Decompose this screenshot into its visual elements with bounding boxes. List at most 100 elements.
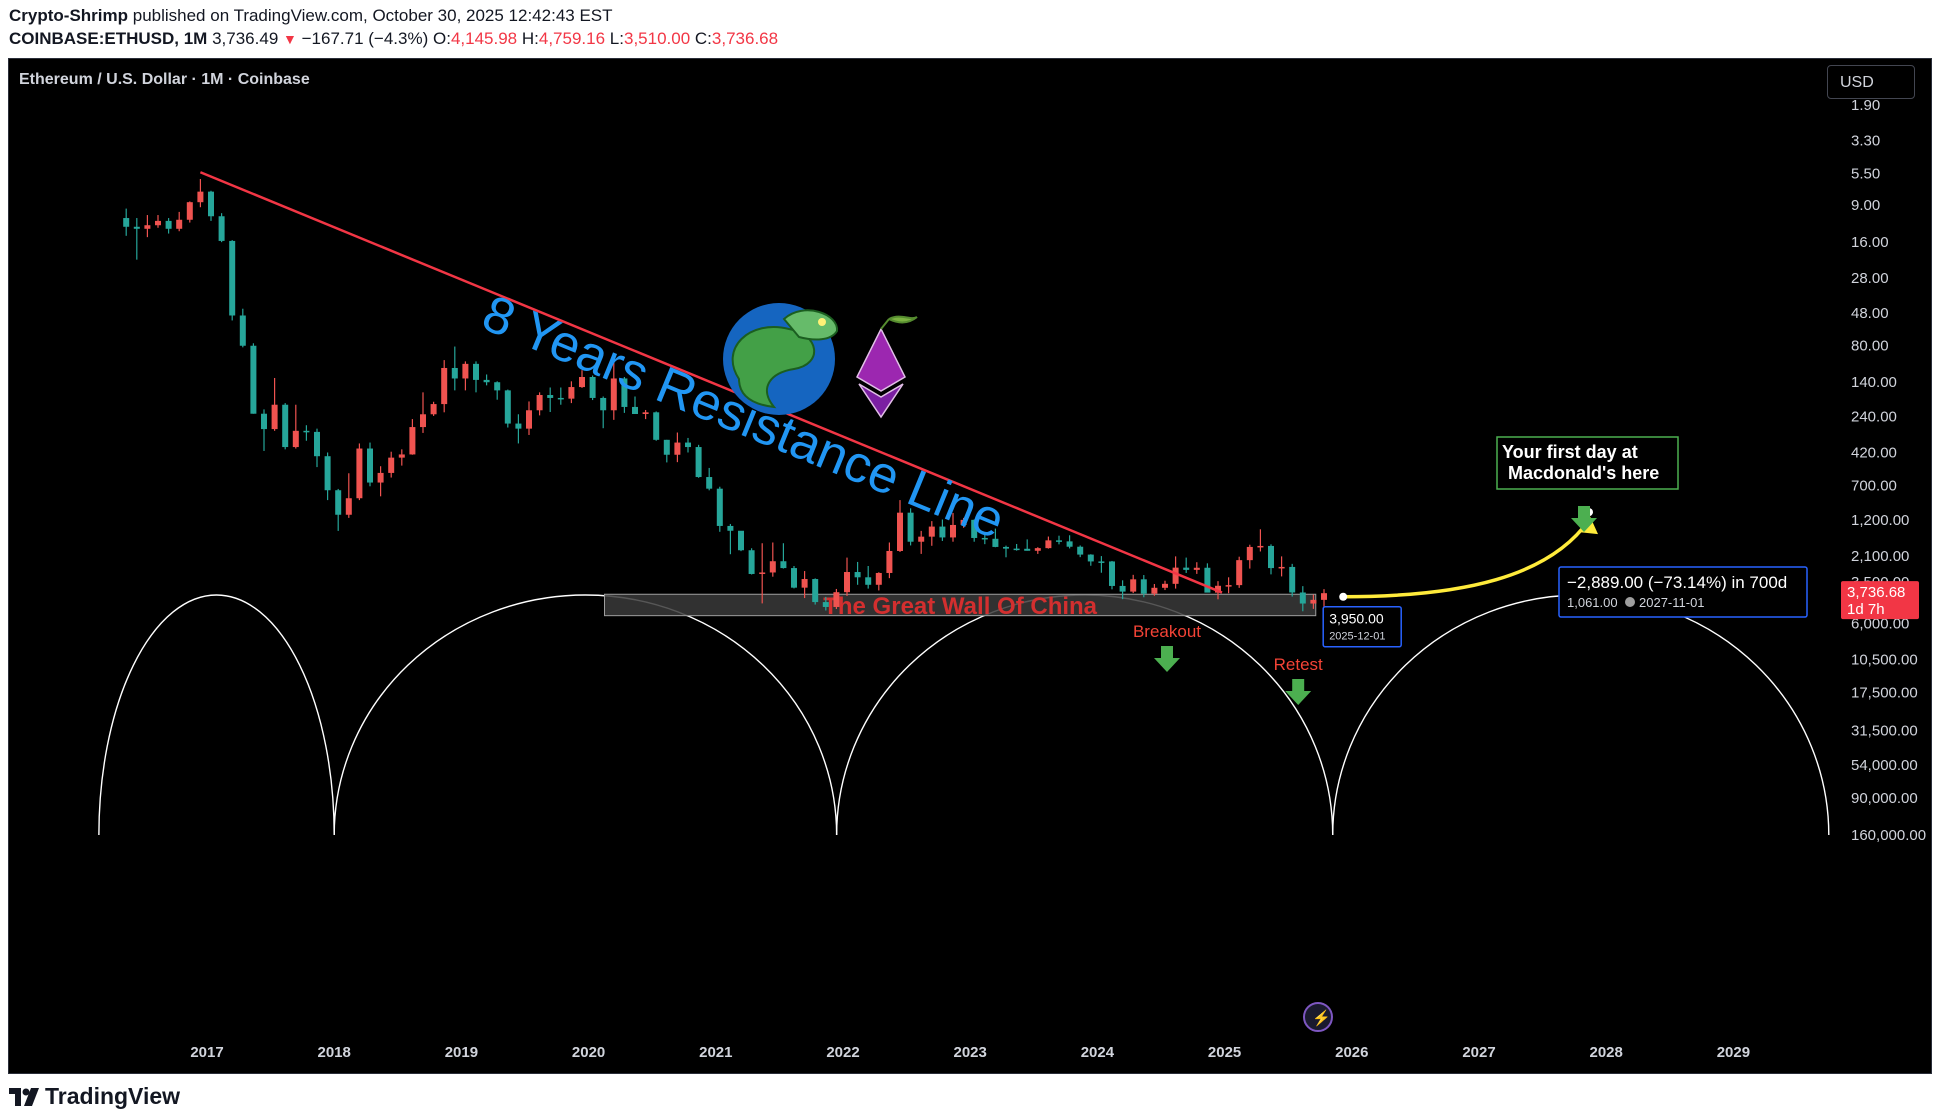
emblem-circle: [723, 303, 835, 415]
candle-body: [695, 447, 702, 478]
high-value: 4,759.16: [538, 29, 606, 48]
time-axis-tick: 2021: [699, 1044, 732, 1061]
retest-arrow-icon: [1285, 679, 1312, 705]
candle-body: [1077, 546, 1084, 555]
price-axis-tick: 9.00: [1851, 197, 1880, 214]
candle-body: [547, 395, 554, 398]
candle-body: [441, 367, 448, 405]
support-zone[interactable]: The Great Wall Of China: [604, 593, 1317, 620]
candle-body: [674, 442, 681, 455]
clock-icon: [1625, 597, 1635, 607]
candle-body: [727, 525, 734, 531]
time-axis-tick: 2018: [318, 1044, 351, 1061]
candle-body: [1003, 546, 1009, 549]
price-axis-tick: 31,500.00: [1851, 722, 1918, 739]
low-label: L:: [609, 29, 624, 48]
leaf-icon: [880, 315, 918, 330]
candle-body: [303, 430, 310, 433]
candle-body: [791, 568, 797, 588]
currency-button[interactable]: USD: [1827, 65, 1915, 99]
symbol-label: COINBASE:ETHUSD, 1M: [9, 29, 208, 48]
chart-title: Ethereum / U.S. Dollar · 1M · Coinbase: [19, 71, 310, 88]
candle-body: [1140, 579, 1147, 594]
time-axis-tick: 2027: [1462, 1044, 1495, 1061]
candle-body: [1151, 587, 1158, 594]
candle-body: [907, 512, 914, 542]
candle-body: [462, 363, 469, 379]
candle-body: [769, 561, 776, 573]
last-price: 3,736.49: [212, 29, 279, 48]
snake-eth-emblem: [723, 303, 918, 419]
candle-body: [314, 431, 320, 457]
down-triangle-icon: ▼: [283, 31, 297, 47]
price-axis-partial-tick: 3,500.00: [1851, 574, 1909, 591]
resistance-title: 8 Years Resistance Line: [474, 284, 1012, 550]
candle-body: [133, 226, 140, 229]
candle-body: [886, 550, 893, 573]
candle-body: [1056, 540, 1062, 542]
candle-body: [642, 412, 649, 415]
projection-curve[interactable]: [1343, 519, 1591, 599]
candle-body: [918, 536, 925, 542]
candle-series: [123, 179, 1327, 612]
projection-start-dot[interactable]: [1339, 592, 1348, 601]
time-axis-tick: 2023: [954, 1044, 987, 1061]
lightning-badge[interactable]: [1303, 1002, 1333, 1032]
resistance-trendline[interactable]: [199, 171, 1223, 594]
price-change: −167.71 (−4.3%): [301, 29, 429, 48]
candle-body: [897, 512, 903, 551]
candle-body: [356, 448, 363, 499]
price-axis-tick: 700.00: [1851, 477, 1897, 494]
snake-body: [731, 326, 815, 409]
candle-body: [1087, 554, 1094, 562]
candle-body: [292, 430, 299, 448]
publish-info: published on TradingView.com, October 30…: [132, 6, 613, 25]
price-axis-tick: 10,500.00: [1851, 652, 1918, 669]
chart-pane[interactable]: Ethereum / U.S. Dollar · 1M · Coinbase U…: [8, 58, 1932, 1074]
candle-body: [1299, 592, 1306, 604]
footer: TradingView: [0, 1074, 1938, 1118]
lightning-icon: ⚡: [1312, 1009, 1331, 1027]
candle-body: [568, 387, 575, 399]
candle-body: [950, 524, 956, 538]
candle-body: [1278, 566, 1285, 569]
cycle-arc-3: [835, 594, 1334, 836]
candle-body: [239, 315, 246, 346]
publish-line: Crypto-Shrimp published on TradingView.c…: [9, 6, 613, 26]
price-axis-tick: 1,200.00: [1851, 512, 1909, 529]
price-axis-tick: 2,100.00: [1851, 548, 1909, 565]
candle-body: [1162, 583, 1168, 588]
candle-body: [610, 378, 617, 411]
cycle-arc-4: [1332, 594, 1830, 836]
tradingview-logo[interactable]: TradingView: [9, 1083, 180, 1110]
support-zone-box[interactable]: [604, 593, 1317, 617]
candle-body: [483, 379, 490, 383]
candle-body: [430, 404, 437, 415]
open-value: 4,145.98: [450, 29, 518, 48]
macdonald-line-2: Macdonald's here: [1508, 463, 1659, 483]
candle-body: [420, 414, 426, 428]
candle-body: [261, 413, 267, 430]
projection-end-dot[interactable]: [1585, 508, 1593, 517]
price-axis-tick: 28.00: [1851, 270, 1889, 287]
snake-eye: [818, 318, 826, 326]
candle-body: [515, 423, 522, 429]
candle-body: [504, 390, 511, 424]
candle-body: [875, 572, 882, 585]
candle-body: [1321, 593, 1327, 600]
price-axis-tick: 48.00: [1851, 305, 1889, 322]
candle-body: [1119, 585, 1126, 592]
candle-body: [282, 404, 289, 448]
candle-body: [409, 427, 416, 455]
candle-body: [589, 376, 596, 398]
current-price-tag: [1841, 581, 1919, 620]
candle-body: [186, 202, 193, 220]
annotation-layer: 8 Years Resistance Line Breakout Retest 3,9…: [199, 171, 1808, 1032]
candle-body: [335, 490, 342, 515]
author-name[interactable]: Crypto-Shrimp: [9, 6, 128, 25]
candle-body: [155, 220, 161, 226]
candle-body: [822, 602, 829, 607]
candle-body: [451, 367, 458, 379]
candle-body: [250, 345, 257, 414]
projection-price: 1,061.00: [1567, 595, 1618, 610]
